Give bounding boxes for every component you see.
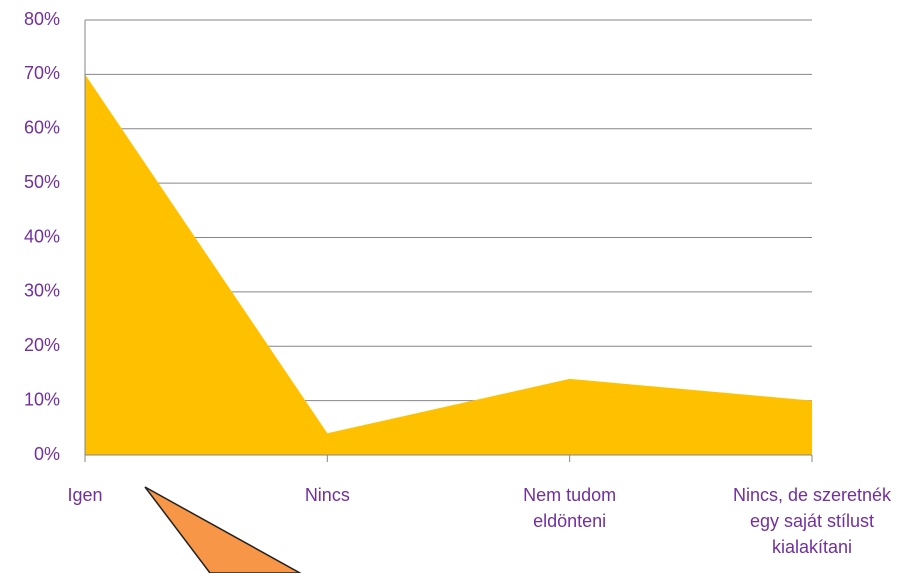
x-tick-label: Nem tudom eldönteni xyxy=(523,485,617,531)
area xyxy=(85,74,812,455)
y-tick-label: 40% xyxy=(24,226,60,246)
callout-shape xyxy=(144,486,302,573)
y-tick-label: 20% xyxy=(24,335,60,355)
x-tick-label: Igen xyxy=(67,485,103,505)
y-tick-label: 50% xyxy=(24,172,60,192)
y-tick-label: 10% xyxy=(24,389,60,409)
y-tick-label: 30% xyxy=(24,281,60,301)
y-tick-label: 0% xyxy=(34,444,60,464)
x-tick-label: Nincs, de szeretnék egy saját stílust ki… xyxy=(732,485,892,557)
y-tick-label: 70% xyxy=(24,63,60,83)
y-tick-label: 80% xyxy=(24,9,60,29)
x-tick-label: Nincs xyxy=(304,485,350,505)
y-tick-label: 60% xyxy=(24,118,60,138)
